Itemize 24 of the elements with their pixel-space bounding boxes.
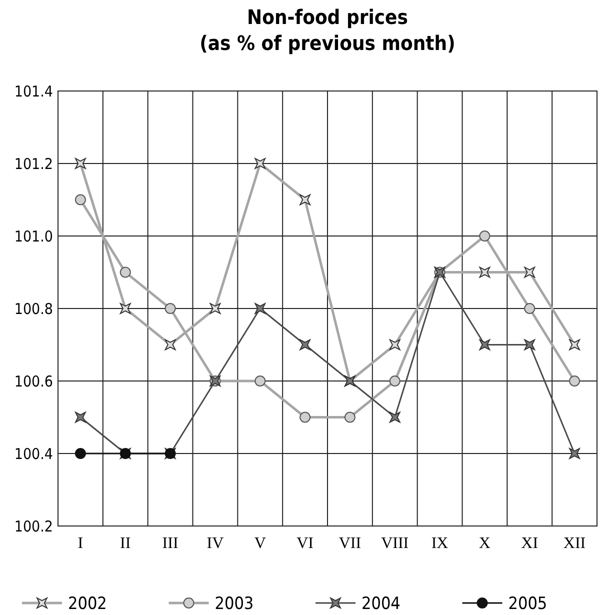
- y-tick-label: 101.0: [14, 227, 53, 246]
- chart-title: Non-food prices (as % of previous month): [200, 5, 456, 55]
- x-tick-label: I: [78, 535, 84, 552]
- x-tick-label: XII: [563, 535, 586, 552]
- y-tick-label: 100.2: [14, 517, 53, 536]
- y-tick-label: 100.8: [14, 300, 53, 318]
- x-tick-label: V: [254, 535, 266, 552]
- legend-label: 2002: [68, 594, 107, 614]
- legend-label: 2004: [362, 594, 400, 614]
- y-tick-label: 100.4: [14, 444, 53, 463]
- x-tick-label: III: [162, 535, 178, 552]
- x-tick-label: IX: [431, 535, 449, 552]
- legend-label: 2005: [508, 594, 548, 614]
- y-tick-label: 101.4: [14, 82, 53, 100]
- x-tick-label: VI: [296, 535, 314, 552]
- x-tick-label: X: [478, 535, 491, 552]
- x-tick-label: VIII: [381, 535, 409, 552]
- y-tick-label: 100.6: [14, 372, 53, 390]
- x-tick-label: VII: [338, 535, 362, 552]
- legend-label: 2003: [214, 594, 254, 614]
- x-tick-label: IV: [206, 535, 224, 552]
- x-tick-label: XI: [521, 535, 538, 552]
- x-tick-label: II: [120, 535, 131, 552]
- y-tick-label: 101.2: [14, 154, 53, 173]
